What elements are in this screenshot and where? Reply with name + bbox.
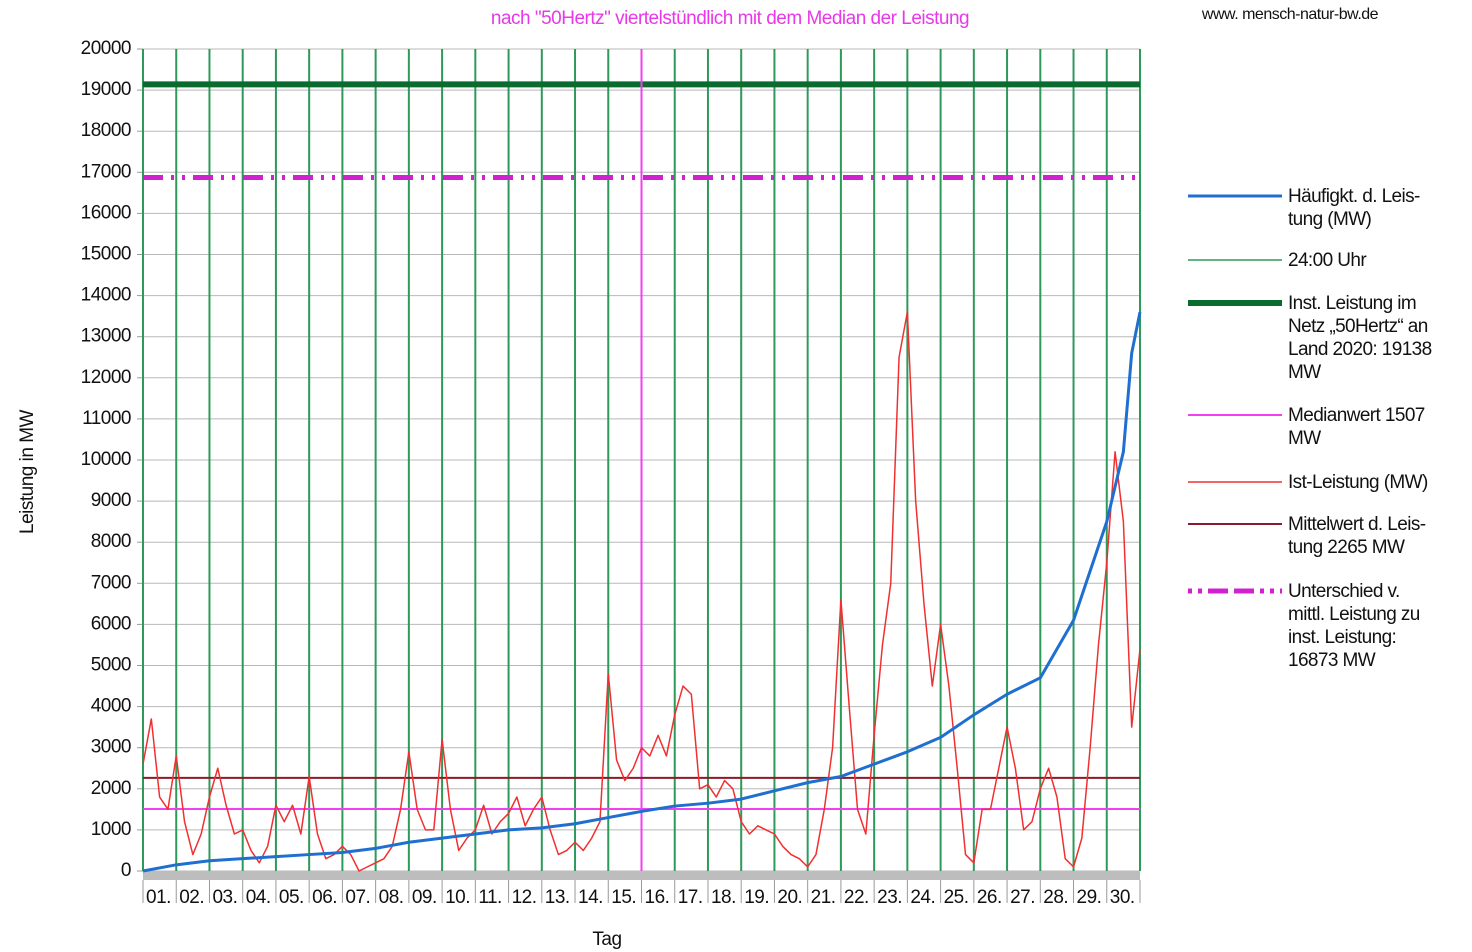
x-tick-label: 30. <box>1110 887 1135 908</box>
x-tick-label: 22. <box>844 887 869 908</box>
x-tick-label: 01. <box>146 887 171 908</box>
x-tick-label: 02. <box>179 887 204 908</box>
y-tick-label: 1000 <box>91 819 131 840</box>
legend-label: Inst. Leistung im Netz „50Hertz“ an Land… <box>1288 293 1432 383</box>
x-tick-label: 12. <box>512 887 537 908</box>
y-tick-label: 11000 <box>82 408 131 429</box>
x-tick-label: 23. <box>877 887 902 908</box>
legend-label: Ist-Leistung (MW) <box>1288 472 1428 493</box>
source: www. mensch-natur-bw.de <box>1201 6 1379 23</box>
y-tick-label: 16000 <box>81 202 131 223</box>
y-tick-label: 5000 <box>91 655 131 676</box>
y-tick-label: 9000 <box>91 490 131 511</box>
legend-label: Unterschied v. mittl. Leistung zu inst. … <box>1288 581 1420 671</box>
x-tick-label: 15. <box>611 887 636 908</box>
y-tick-label: 13000 <box>81 326 131 347</box>
series-line <box>142 311 1142 873</box>
y-tick-label: 17000 <box>81 161 131 182</box>
x-tick-label: 03. <box>212 887 237 908</box>
x-tick-label: 20. <box>777 887 802 908</box>
x-tick-label: 04. <box>246 887 271 908</box>
x-tick-label: 13. <box>545 887 570 908</box>
x-tick-label: 09. <box>412 887 437 908</box>
x-tick-label: 17. <box>678 887 703 908</box>
x-axis-label: Tag <box>592 929 621 950</box>
x-tick-label: 05. <box>279 887 304 908</box>
y-tick-label: 10000 <box>81 449 131 470</box>
x-axis-band <box>143 871 1140 880</box>
y-tick-label: 4000 <box>91 696 131 717</box>
x-tick-label: 21. <box>811 887 836 908</box>
x-tick-label: 18. <box>711 887 736 908</box>
x-tick-label: 06. <box>312 887 337 908</box>
x-tick-label: 29. <box>1077 887 1102 908</box>
y-tick-label: 8000 <box>91 531 131 552</box>
x-tick-label: 26. <box>977 887 1002 908</box>
x-tick-label: 19. <box>744 887 769 908</box>
y-tick-label: 3000 <box>91 737 131 758</box>
legend-label: Mittelwert d. Leis- tung 2265 MW <box>1288 514 1426 558</box>
x-tick-label: 07. <box>345 887 370 908</box>
y-tick-label: 6000 <box>91 613 131 634</box>
y-tick-label: 12000 <box>81 367 131 388</box>
x-tick-label: 11. <box>478 887 502 908</box>
legend-label: Häufigkt. d. Leis- tung (MW) <box>1288 186 1420 230</box>
y-tick-label: 7000 <box>91 572 131 593</box>
y-tick-label: 2000 <box>91 778 131 799</box>
y-tick-label: 20000 <box>81 38 131 59</box>
x-tick-label: 28. <box>1043 887 1068 908</box>
x-tick-label: 27. <box>1010 887 1035 908</box>
x-tick-label: 14. <box>578 887 603 908</box>
legend-label: Medianwert 1507 MW <box>1288 405 1425 449</box>
y-tick-label: 14000 <box>81 285 131 306</box>
y-tick-label: 0 <box>121 860 131 881</box>
x-tick-label: 24. <box>910 887 935 908</box>
y-tick-label: 19000 <box>81 79 131 100</box>
x-tick-label: 08. <box>379 887 404 908</box>
y-tick-label: 18000 <box>81 120 131 141</box>
x-tick-label: 25. <box>944 887 969 908</box>
x-tick-label: 16. <box>645 887 670 908</box>
y-axis-label: Leistung in MW <box>17 409 38 534</box>
legend-label: 24:00 Uhr <box>1288 250 1367 271</box>
series-line <box>142 311 1141 872</box>
x-tick-label: 10. <box>445 887 470 908</box>
y-tick-label: 15000 <box>81 244 131 265</box>
chart-title: nach "50Hertz" viertelstündlich mit dem … <box>491 8 969 29</box>
